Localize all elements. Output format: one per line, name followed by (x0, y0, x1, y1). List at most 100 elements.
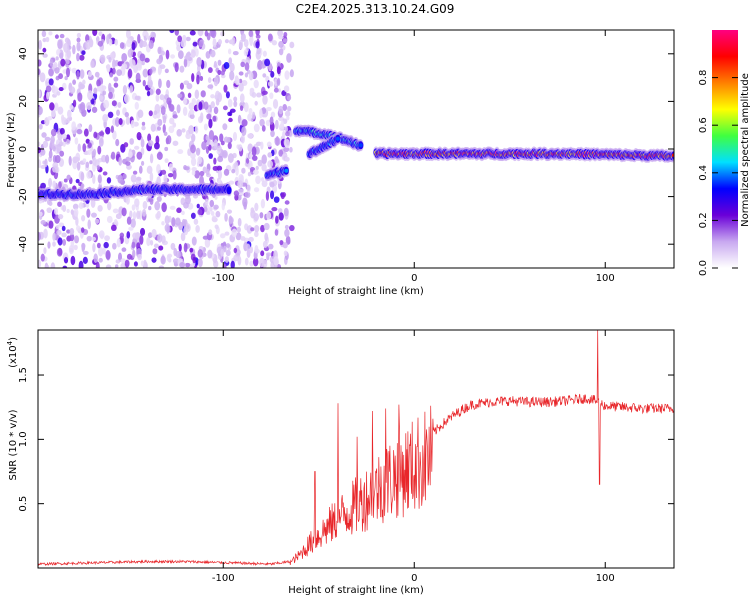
noise-blob (220, 74, 226, 79)
noise-blob (159, 64, 166, 70)
noise-blob (289, 146, 293, 153)
noise-blob (59, 52, 64, 59)
noise-blob (44, 264, 50, 268)
noise-blob (223, 61, 230, 70)
noise-blob (116, 109, 120, 116)
snr-y-label: SNR (10 * v/v) (8, 409, 19, 480)
noise-blob (65, 59, 70, 65)
noise-blob (76, 41, 81, 52)
noise-blob (93, 87, 98, 95)
noise-blob (225, 249, 231, 257)
noise-blob (208, 129, 215, 140)
noise-blob (275, 215, 279, 224)
noise-blob (62, 239, 67, 246)
noise-blob (121, 52, 128, 62)
noise-blob (75, 216, 79, 226)
noise-blob (212, 165, 219, 171)
noise-blob (203, 123, 208, 131)
noise-blob (94, 218, 100, 224)
noise-blob (261, 163, 267, 172)
noise-blob (185, 36, 191, 42)
noise-blob (254, 231, 259, 238)
noise-blob (271, 40, 278, 46)
noise-blob (253, 123, 260, 133)
noise-blob (211, 215, 217, 222)
noise-blob (219, 233, 226, 239)
noise-blob (75, 178, 80, 184)
noise-blob (61, 225, 66, 232)
noise-blob (194, 170, 200, 179)
noise-blob (199, 170, 205, 177)
noise-blob (91, 106, 98, 113)
noise-blob (177, 149, 184, 155)
noise-blob (235, 166, 239, 176)
noise-blob (150, 31, 155, 38)
noise-blob (57, 201, 62, 207)
noise-blob (197, 30, 204, 37)
noise-blob (178, 221, 184, 231)
noise-blob (248, 36, 254, 43)
noise-blob (71, 121, 77, 131)
noise-blob (129, 138, 134, 145)
noise-blob (128, 226, 134, 231)
noise-blob (273, 256, 279, 266)
noise-blob (74, 156, 80, 162)
noise-blob (181, 128, 186, 133)
noise-blob (250, 227, 255, 232)
noise-blob (229, 62, 235, 73)
noise-blob (69, 86, 76, 94)
noise-blob (38, 231, 41, 242)
noise-blob (251, 111, 256, 120)
noise-blob (82, 79, 86, 85)
noise-blob (240, 134, 245, 144)
noise-blob (226, 243, 231, 249)
noise-blob (42, 47, 47, 53)
noise-blob (183, 97, 187, 105)
noise-blob (162, 123, 166, 134)
noise-blob (273, 78, 278, 86)
noise-blob (87, 142, 92, 149)
noise-blob (233, 100, 238, 108)
noise-blob (261, 63, 266, 69)
noise-blob (202, 235, 209, 240)
noise-blob (141, 125, 146, 131)
snr-x-label: Height of straight line (km) (288, 585, 424, 596)
noise-blob (208, 144, 212, 151)
noise-blob (282, 38, 288, 43)
noise-blob (243, 39, 249, 48)
noise-blob (246, 184, 251, 191)
noise-blob (242, 197, 248, 208)
noise-blob (149, 68, 153, 75)
noise-blob (185, 223, 191, 233)
noise-blob (78, 260, 84, 268)
noise-blob (213, 76, 219, 87)
noise-blob (252, 257, 259, 267)
spectrogram-y-ticks: -40 -20 0 20 40 (18, 47, 674, 252)
noise-blob (171, 217, 176, 227)
noise-blob (228, 216, 234, 224)
noise-blob (127, 48, 133, 58)
noise-blob (157, 46, 162, 55)
noise-blob (164, 158, 169, 164)
noise-blob (224, 39, 229, 44)
noise-blob (120, 258, 127, 264)
noise-blob (100, 54, 106, 64)
noise-blob (63, 257, 69, 264)
noise-blob (93, 253, 98, 264)
noise-blob (57, 237, 63, 246)
noise-blob (54, 34, 59, 39)
noise-blob (286, 115, 290, 121)
spectrogram-tracks (38, 124, 674, 202)
noise-blob (126, 231, 131, 239)
noise-blob (71, 67, 77, 74)
noise-blob (99, 95, 104, 101)
noise-blob (207, 249, 213, 259)
noise-blob (124, 111, 129, 118)
noise-blob (149, 153, 154, 164)
noise-blob (260, 198, 266, 209)
noise-blob (189, 113, 195, 120)
noise-blob (161, 202, 167, 213)
noise-blob (113, 82, 119, 88)
noise-blob (205, 134, 210, 141)
noise-blob (102, 171, 108, 176)
